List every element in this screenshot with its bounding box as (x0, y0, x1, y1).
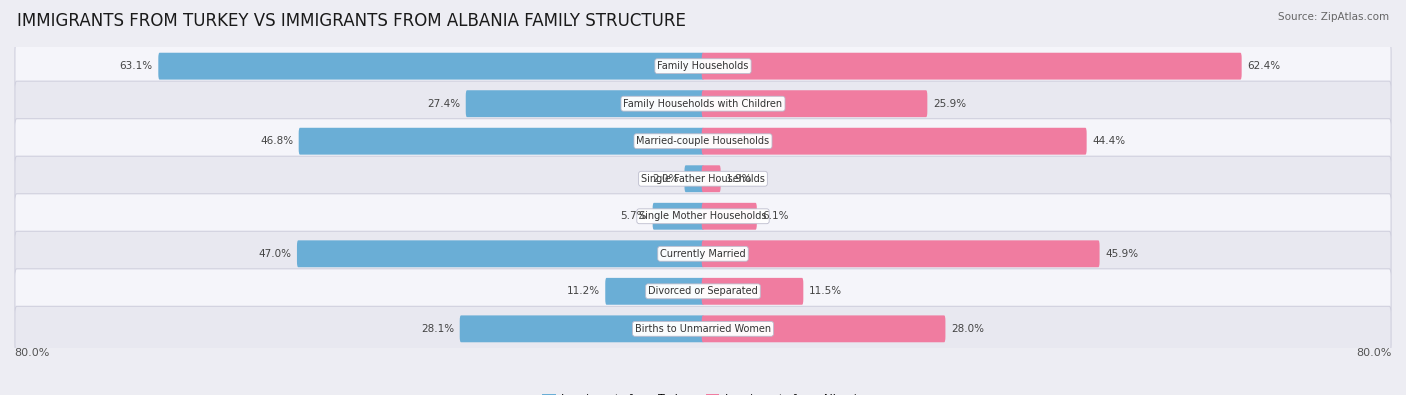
Legend: Immigrants from Turkey, Immigrants from Albania: Immigrants from Turkey, Immigrants from … (538, 389, 868, 395)
Text: Births to Unmarried Women: Births to Unmarried Women (636, 324, 770, 334)
Text: 2.0%: 2.0% (652, 174, 679, 184)
FancyBboxPatch shape (702, 315, 945, 342)
Text: 11.5%: 11.5% (808, 286, 842, 296)
Text: Divorced or Separated: Divorced or Separated (648, 286, 758, 296)
FancyBboxPatch shape (15, 156, 1391, 201)
FancyBboxPatch shape (702, 128, 1087, 155)
FancyBboxPatch shape (15, 269, 1391, 314)
FancyBboxPatch shape (15, 231, 1391, 276)
Text: 80.0%: 80.0% (14, 348, 49, 357)
Text: 44.4%: 44.4% (1092, 136, 1125, 146)
FancyBboxPatch shape (605, 278, 704, 305)
FancyBboxPatch shape (702, 203, 756, 230)
Text: 63.1%: 63.1% (120, 61, 153, 71)
Text: Family Households with Children: Family Households with Children (623, 99, 783, 109)
Text: Married-couple Households: Married-couple Households (637, 136, 769, 146)
Text: Source: ZipAtlas.com: Source: ZipAtlas.com (1278, 12, 1389, 22)
FancyBboxPatch shape (465, 90, 704, 117)
FancyBboxPatch shape (15, 194, 1391, 239)
Text: Single Mother Households: Single Mother Households (640, 211, 766, 221)
FancyBboxPatch shape (702, 165, 721, 192)
FancyBboxPatch shape (159, 53, 704, 80)
Text: Currently Married: Currently Married (661, 249, 745, 259)
Text: 5.7%: 5.7% (620, 211, 647, 221)
Text: 46.8%: 46.8% (260, 136, 292, 146)
Text: Single Father Households: Single Father Households (641, 174, 765, 184)
FancyBboxPatch shape (298, 128, 704, 155)
FancyBboxPatch shape (15, 81, 1391, 126)
Text: 11.2%: 11.2% (567, 286, 599, 296)
Text: 27.4%: 27.4% (427, 99, 460, 109)
Text: 62.4%: 62.4% (1247, 61, 1281, 71)
FancyBboxPatch shape (702, 90, 928, 117)
Text: 45.9%: 45.9% (1105, 249, 1139, 259)
Text: 6.1%: 6.1% (762, 211, 789, 221)
Text: 28.0%: 28.0% (950, 324, 984, 334)
FancyBboxPatch shape (702, 53, 1241, 80)
Text: IMMIGRANTS FROM TURKEY VS IMMIGRANTS FROM ALBANIA FAMILY STRUCTURE: IMMIGRANTS FROM TURKEY VS IMMIGRANTS FRO… (17, 12, 686, 30)
FancyBboxPatch shape (15, 43, 1391, 89)
FancyBboxPatch shape (652, 203, 704, 230)
FancyBboxPatch shape (702, 278, 803, 305)
Text: 47.0%: 47.0% (259, 249, 291, 259)
Text: 25.9%: 25.9% (934, 99, 966, 109)
Text: 1.9%: 1.9% (727, 174, 752, 184)
Text: 28.1%: 28.1% (420, 324, 454, 334)
FancyBboxPatch shape (460, 315, 704, 342)
Text: Family Households: Family Households (658, 61, 748, 71)
Text: 80.0%: 80.0% (1357, 348, 1392, 357)
FancyBboxPatch shape (685, 165, 704, 192)
FancyBboxPatch shape (702, 240, 1099, 267)
FancyBboxPatch shape (15, 307, 1391, 352)
FancyBboxPatch shape (15, 118, 1391, 164)
FancyBboxPatch shape (297, 240, 704, 267)
